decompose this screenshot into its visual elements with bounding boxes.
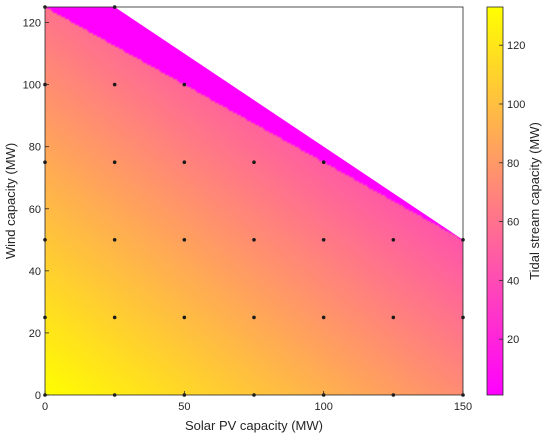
- data-point: [391, 315, 396, 320]
- y-tick-label: 60: [29, 204, 41, 216]
- y-tick-label: 40: [29, 266, 41, 278]
- data-point: [321, 160, 326, 164]
- x-axis-label: Solar PV capacity (MW): [185, 418, 323, 433]
- data-point: [112, 315, 117, 320]
- colorbar-tick-label: 80: [507, 158, 519, 170]
- colorbar-tick-label: 120: [507, 40, 525, 52]
- data-point: [252, 160, 256, 164]
- x-tick-label: 0: [42, 401, 48, 413]
- colorbar-tick-label: 40: [507, 275, 519, 287]
- data-point: [321, 315, 326, 320]
- data-point: [321, 238, 326, 242]
- colorbar: 20 40 60 80 100 120: [486, 6, 525, 396]
- plot-frame: [44, 6, 464, 396]
- colorbar-tick-label: 100: [507, 99, 525, 111]
- data-point: [182, 238, 187, 242]
- x-tick-label: 100: [314, 401, 332, 413]
- data-point: [112, 238, 117, 242]
- data-point: [112, 82, 117, 87]
- colorbar-tick-label: 60: [507, 217, 519, 229]
- y-tick-label: 0: [35, 390, 41, 402]
- plot-area: 0 50 100 150 0 20 40 60 80 100 120: [23, 5, 472, 413]
- x-tick-label: 150: [454, 401, 472, 413]
- colorbar-gradient: [487, 7, 503, 395]
- colorbar-ticks: 20 40 60 80 100 120: [499, 40, 525, 346]
- colorbar-frame: [486, 6, 504, 396]
- y-tick-label: 80: [29, 142, 41, 154]
- y-axis: 0 20 40 60 80 100 120: [23, 18, 49, 402]
- colorbar-label: Tidal stream capacity (MW): [527, 122, 542, 280]
- data-point: [182, 82, 187, 87]
- data-point: [182, 160, 187, 164]
- x-axis: 0 50 100 150: [42, 391, 472, 413]
- data-point: [182, 315, 187, 320]
- y-tick-label: 120: [23, 18, 41, 30]
- y-axis-label: Wind capacity (MW): [3, 143, 18, 259]
- y-tick-label: 20: [29, 328, 41, 340]
- data-point: [391, 238, 396, 242]
- data-point: [252, 238, 256, 242]
- y-tick-label: 100: [23, 80, 41, 92]
- colorbar-tick-label: 20: [507, 334, 519, 346]
- data-point: [112, 160, 117, 164]
- x-tick-label: 50: [178, 401, 190, 413]
- data-point: [252, 315, 256, 320]
